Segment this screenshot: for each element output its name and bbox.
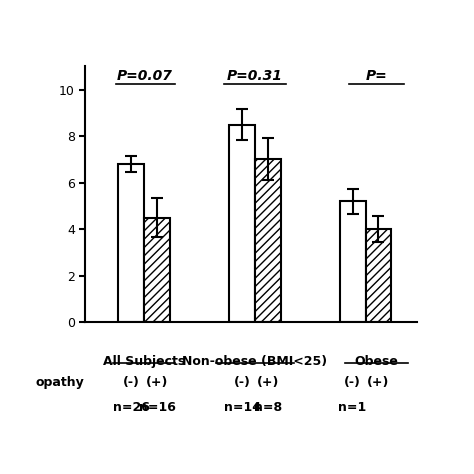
Text: (-): (-) <box>234 376 250 389</box>
Text: (+): (+) <box>256 376 279 389</box>
Text: (-): (-) <box>344 376 361 389</box>
Text: P=0.31: P=0.31 <box>227 69 283 82</box>
Bar <box>340 201 365 322</box>
Text: n=8: n=8 <box>254 401 282 414</box>
Bar <box>365 229 392 322</box>
Text: n=1: n=1 <box>338 401 367 414</box>
Text: (+): (+) <box>367 376 390 389</box>
Text: opathy: opathy <box>35 376 84 389</box>
Text: P=: P= <box>366 69 387 82</box>
Text: Obese: Obese <box>355 355 399 368</box>
Bar <box>144 218 170 322</box>
Text: n=26: n=26 <box>113 401 150 414</box>
Text: n=16: n=16 <box>139 401 176 414</box>
Text: n=14: n=14 <box>224 401 261 414</box>
Bar <box>229 125 255 322</box>
Bar <box>255 159 281 322</box>
Text: P=0.07: P=0.07 <box>117 69 172 82</box>
Bar <box>118 164 144 322</box>
Text: All Subjects: All Subjects <box>103 355 185 368</box>
Text: Non-obese (BMI<25): Non-obese (BMI<25) <box>182 355 328 368</box>
Text: (+): (+) <box>146 376 168 389</box>
Text: (-): (-) <box>123 376 140 389</box>
